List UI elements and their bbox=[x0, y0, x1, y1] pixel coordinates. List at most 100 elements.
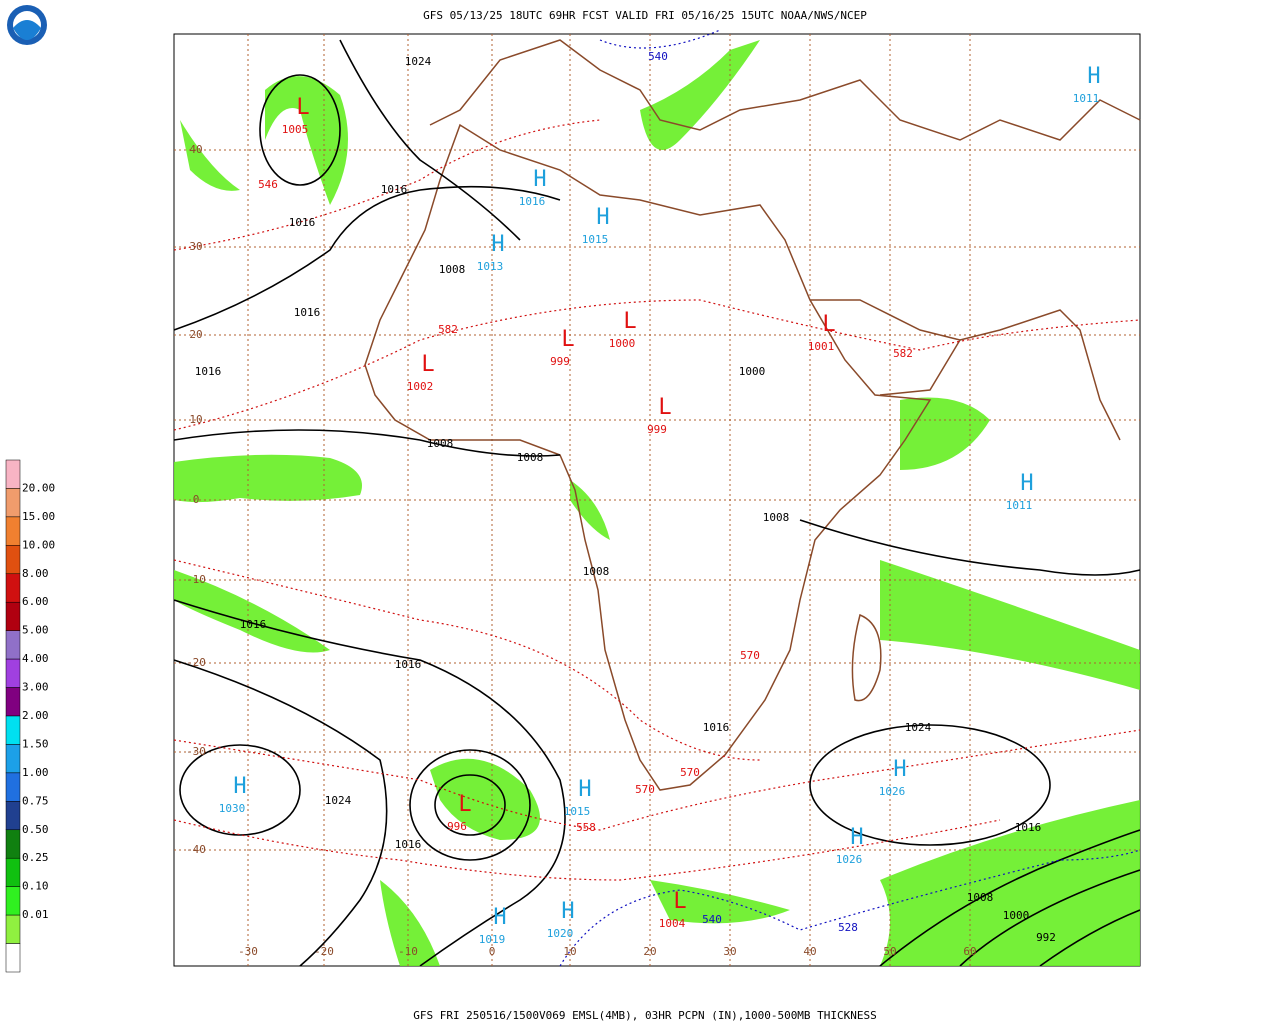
center-letter: H bbox=[850, 825, 863, 850]
lat-label: -10 bbox=[186, 573, 206, 586]
center-value: 999 bbox=[647, 423, 667, 436]
legend-swatch bbox=[5, 516, 21, 546]
center-value: 1001 bbox=[808, 340, 835, 353]
center-letter: H bbox=[561, 899, 574, 924]
pressure-center: H 1016 bbox=[519, 167, 547, 208]
thickness-label: 540 bbox=[648, 50, 668, 63]
center-value: 1004 bbox=[659, 917, 686, 930]
pressure-center: H 1011 bbox=[1006, 471, 1034, 512]
pressure-center: H 1026 bbox=[836, 825, 864, 866]
lon-label: 10 bbox=[563, 945, 576, 958]
legend-label: 1.00 bbox=[22, 766, 49, 779]
center-value: 1020 bbox=[547, 927, 574, 940]
center-letter: H bbox=[533, 167, 546, 192]
center-value: 1026 bbox=[879, 785, 906, 798]
isobar-label: 1024 bbox=[405, 55, 432, 68]
isobar-label: 1016 bbox=[395, 838, 422, 851]
legend-swatch bbox=[5, 573, 21, 603]
title: GFS 05/13/25 18UTC 69HR FCST VALID FRI 0… bbox=[423, 9, 867, 22]
legend-label: 0.25 bbox=[22, 851, 49, 864]
center-value: 1015 bbox=[582, 233, 609, 246]
legend-swatch bbox=[5, 715, 21, 745]
center-letter: H bbox=[1020, 471, 1033, 496]
pressure-center: L 999 bbox=[647, 395, 672, 436]
thickness-label: 582 bbox=[438, 323, 458, 336]
center-letter: L bbox=[822, 312, 835, 337]
lon-label: 50 bbox=[883, 945, 896, 958]
legend-swatch bbox=[5, 857, 21, 887]
isobar-label: 1016 bbox=[294, 306, 321, 319]
legend-swatch bbox=[5, 886, 21, 916]
center-letter: H bbox=[493, 905, 506, 930]
thickness-label: 546 bbox=[258, 178, 278, 191]
pressure-center: L 1005 bbox=[282, 95, 310, 136]
pressure-center: L 1000 bbox=[609, 309, 637, 350]
thickness-label: 570 bbox=[635, 783, 655, 796]
center-value: 1015 bbox=[564, 805, 591, 818]
isobars bbox=[173, 39, 1141, 967]
legend-label: 4.00 bbox=[22, 652, 49, 665]
lon-label: 20 bbox=[643, 945, 656, 958]
legend-swatch bbox=[5, 601, 21, 631]
thickness-lines bbox=[173, 29, 1141, 967]
pressure-center: L 1004 bbox=[659, 889, 687, 930]
center-value: 1016 bbox=[519, 195, 546, 208]
lon-label: 30 bbox=[723, 945, 736, 958]
center-value: 1005 bbox=[282, 123, 309, 136]
legend-label: 20.00 bbox=[22, 481, 55, 494]
lon-label: -30 bbox=[238, 945, 258, 958]
legend-swatch bbox=[5, 943, 21, 973]
center-value: 996 bbox=[447, 820, 467, 833]
lat-label: 30 bbox=[189, 240, 202, 253]
lat-label: 40 bbox=[189, 143, 202, 156]
center-value: 1011 bbox=[1006, 499, 1033, 512]
center-value: 1030 bbox=[219, 802, 246, 815]
legend-swatch bbox=[5, 630, 21, 660]
legend-swatch bbox=[5, 914, 21, 944]
legend-label: 5.00 bbox=[22, 624, 49, 637]
isobar-label: 1000 bbox=[739, 365, 766, 378]
thickness-label: 528 bbox=[838, 921, 858, 934]
isobar-label: 1008 bbox=[967, 891, 994, 904]
isobar-label: 1008 bbox=[583, 565, 610, 578]
lat-label: 10 bbox=[189, 413, 202, 426]
center-letter: L bbox=[296, 95, 309, 120]
isobar-label: 1000 bbox=[1003, 909, 1030, 922]
lon-label: 60 bbox=[963, 945, 976, 958]
legend-label: 1.50 bbox=[22, 737, 49, 750]
pressure-center: H 1019 bbox=[479, 905, 507, 946]
center-letter: L bbox=[421, 352, 434, 377]
pressure-center: L 1002 bbox=[407, 352, 435, 393]
legend-label: 10.00 bbox=[22, 538, 55, 551]
pressure-center: H 1020 bbox=[547, 899, 575, 940]
center-letter: L bbox=[658, 395, 671, 420]
isobar-label: 1016 bbox=[240, 618, 267, 631]
center-letter: H bbox=[893, 757, 906, 782]
isobar-label: 1008 bbox=[439, 263, 466, 276]
lon-label: -20 bbox=[314, 945, 334, 958]
legend-label: 3.00 bbox=[22, 681, 49, 694]
center-letter: H bbox=[233, 774, 246, 799]
pressure-center: L 996 bbox=[447, 792, 472, 833]
center-value: 1019 bbox=[479, 933, 506, 946]
isobar-label: 1016 bbox=[395, 658, 422, 671]
thickness-label: 570 bbox=[740, 649, 760, 662]
lat-label: -20 bbox=[186, 656, 206, 669]
legend-label: 0.75 bbox=[22, 794, 49, 807]
legend-swatch bbox=[5, 687, 21, 717]
legend-swatch bbox=[5, 459, 21, 489]
noaa-logo bbox=[7, 5, 47, 45]
caption: GFS FRI 250516/1500V069 EMSL(4MB), 03HR … bbox=[413, 1009, 877, 1022]
center-value: 1026 bbox=[836, 853, 863, 866]
legend-label: 2.00 bbox=[22, 709, 49, 722]
legend-label: 0.01 bbox=[22, 908, 49, 921]
center-value: 999 bbox=[550, 355, 570, 368]
center-letter: H bbox=[1087, 64, 1100, 89]
legend-label: 8.00 bbox=[22, 567, 49, 580]
isobar-label: 1016 bbox=[703, 721, 730, 734]
lat-label: 0 bbox=[193, 493, 200, 506]
legend-swatch bbox=[5, 801, 21, 831]
lat-label: -30 bbox=[186, 745, 206, 758]
pressure-center: H 1011 bbox=[1073, 64, 1101, 105]
pressure-center: L 1001 bbox=[808, 312, 836, 353]
